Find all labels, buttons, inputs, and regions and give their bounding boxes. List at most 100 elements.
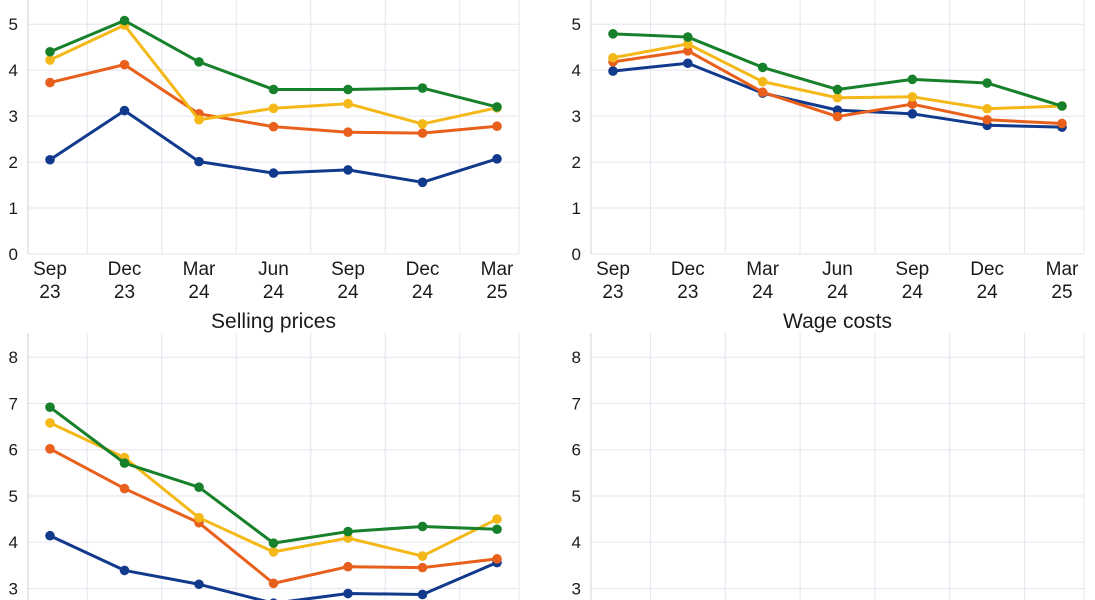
- x-tick-label: Sep: [331, 259, 365, 280]
- data-point: [832, 84, 843, 95]
- series-1: [45, 105, 502, 188]
- series-3: [45, 20, 502, 129]
- data-point: [268, 578, 279, 589]
- y-tick-label: 0: [9, 245, 18, 264]
- x-tick-label: Jun: [258, 259, 289, 280]
- data-point: [45, 418, 55, 428]
- x-tick-label: Mar: [1046, 259, 1079, 280]
- x-tick-label: Sep: [33, 259, 67, 280]
- data-point: [608, 29, 618, 39]
- chart-title: Selling prices: [211, 310, 336, 333]
- y-tick-label: 1: [9, 199, 18, 218]
- y-tick-label: 5: [572, 15, 581, 34]
- data-point: [119, 565, 130, 576]
- series-3: [608, 39, 1067, 114]
- data-point: [194, 512, 204, 523]
- data-point: [343, 561, 353, 572]
- data-point: [268, 168, 279, 178]
- y-tick-label: 5: [9, 15, 18, 34]
- series-4: [45, 402, 502, 548]
- y-tick-label: 5: [572, 487, 581, 506]
- data-point: [683, 58, 693, 69]
- data-point: [683, 39, 693, 49]
- y-tick-label: 7: [572, 394, 581, 413]
- data-point: [45, 444, 55, 454]
- data-point: [268, 538, 279, 548]
- data-point: [417, 119, 428, 129]
- data-point: [45, 55, 55, 65]
- chart-panel-3: 3 4 5 6 7 8: [9, 333, 520, 600]
- data-point: [492, 121, 502, 132]
- data-point: [119, 483, 130, 494]
- data-point: [417, 177, 428, 188]
- data-point: [268, 121, 279, 132]
- data-point: [45, 402, 55, 412]
- series-2: [45, 59, 502, 138]
- y-tick-label: 3: [572, 107, 581, 126]
- x-tick-label: Dec: [970, 259, 1004, 280]
- data-point: [45, 46, 55, 57]
- data-point: [907, 92, 918, 102]
- data-point: [907, 109, 918, 119]
- data-point: [492, 154, 502, 164]
- series-line: [49, 421, 498, 558]
- data-point: [194, 114, 204, 125]
- data-point: [608, 52, 618, 63]
- data-point: [45, 530, 55, 541]
- data-point: [119, 15, 130, 26]
- data-point: [45, 154, 55, 165]
- data-point: [194, 482, 204, 492]
- data-point: [1057, 101, 1067, 111]
- y-tick-label: 4: [9, 533, 18, 552]
- x-tick-label: Mar: [183, 259, 216, 280]
- x-tick-label: Mar: [746, 259, 779, 280]
- x-tick-label: Sep: [895, 259, 929, 280]
- data-point: [119, 105, 130, 116]
- data-point: [492, 514, 502, 524]
- x-tick-label: 23: [602, 282, 623, 303]
- y-tick-label: 6: [572, 441, 581, 460]
- data-point: [343, 84, 353, 95]
- data-point: [194, 57, 204, 67]
- series-line: [49, 405, 498, 545]
- x-tick-label: 24: [263, 282, 285, 303]
- y-tick-label: 3: [9, 579, 18, 598]
- x-tick-label: 24: [188, 282, 210, 303]
- data-point: [194, 579, 204, 590]
- data-point: [608, 66, 618, 76]
- chart-panel-4: 3 4 5 6 7 8: [572, 333, 1085, 600]
- data-point: [1057, 118, 1067, 129]
- data-point: [982, 78, 992, 88]
- y-tick-label: 8: [572, 348, 581, 367]
- chart-panel-1: 012345Sep23Dec23Mar24Jun24Sep24Dec24Mar2…: [9, 0, 520, 333]
- x-tick-label: 25: [1051, 282, 1072, 303]
- data-point: [119, 458, 130, 468]
- data-point: [492, 102, 502, 112]
- data-point: [268, 103, 279, 114]
- data-point: [417, 589, 428, 600]
- x-tick-label: 25: [486, 282, 507, 303]
- y-tick-label: 4: [572, 61, 581, 80]
- data-point: [683, 32, 693, 42]
- x-tick-label: Dec: [108, 259, 142, 280]
- data-point: [492, 524, 502, 535]
- y-tick-label: 6: [9, 441, 18, 460]
- x-tick-label: 23: [114, 282, 135, 303]
- data-point: [982, 103, 992, 114]
- chart-panel-2: 012345Sep23Dec23Mar24Jun24Sep24Dec24Mar2…: [572, 0, 1085, 333]
- data-point: [268, 84, 279, 95]
- data-point: [194, 156, 204, 167]
- data-point: [757, 76, 768, 87]
- y-tick-label: 3: [9, 107, 18, 126]
- y-tick-label: 2: [572, 153, 581, 172]
- data-point: [757, 87, 768, 98]
- data-point: [417, 128, 428, 138]
- x-tick-label: 23: [39, 282, 60, 303]
- y-tick-label: 3: [572, 579, 581, 598]
- series-line: [49, 447, 498, 585]
- y-tick-label: 4: [9, 61, 18, 80]
- x-tick-label: Jun: [822, 259, 853, 280]
- data-point: [907, 99, 918, 109]
- x-tick-label: 24: [412, 282, 434, 303]
